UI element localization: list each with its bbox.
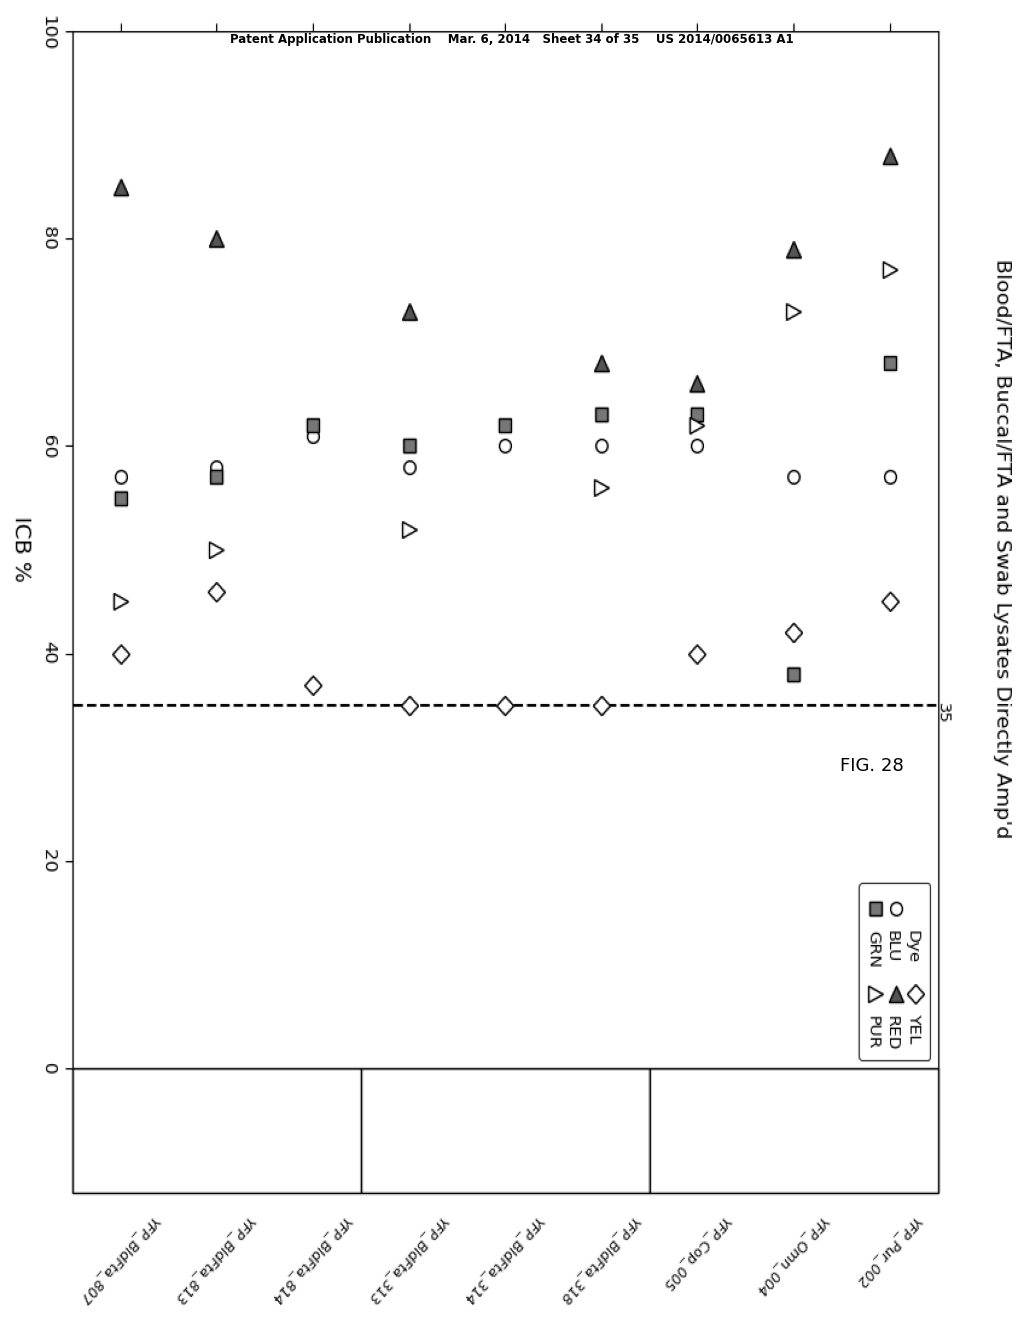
Text: FIG. 28: FIG. 28 xyxy=(840,756,903,775)
Text: Patent Application Publication    Mar. 6, 2014   Sheet 34 of 35    US 2014/00656: Patent Application Publication Mar. 6, 2… xyxy=(230,33,794,46)
